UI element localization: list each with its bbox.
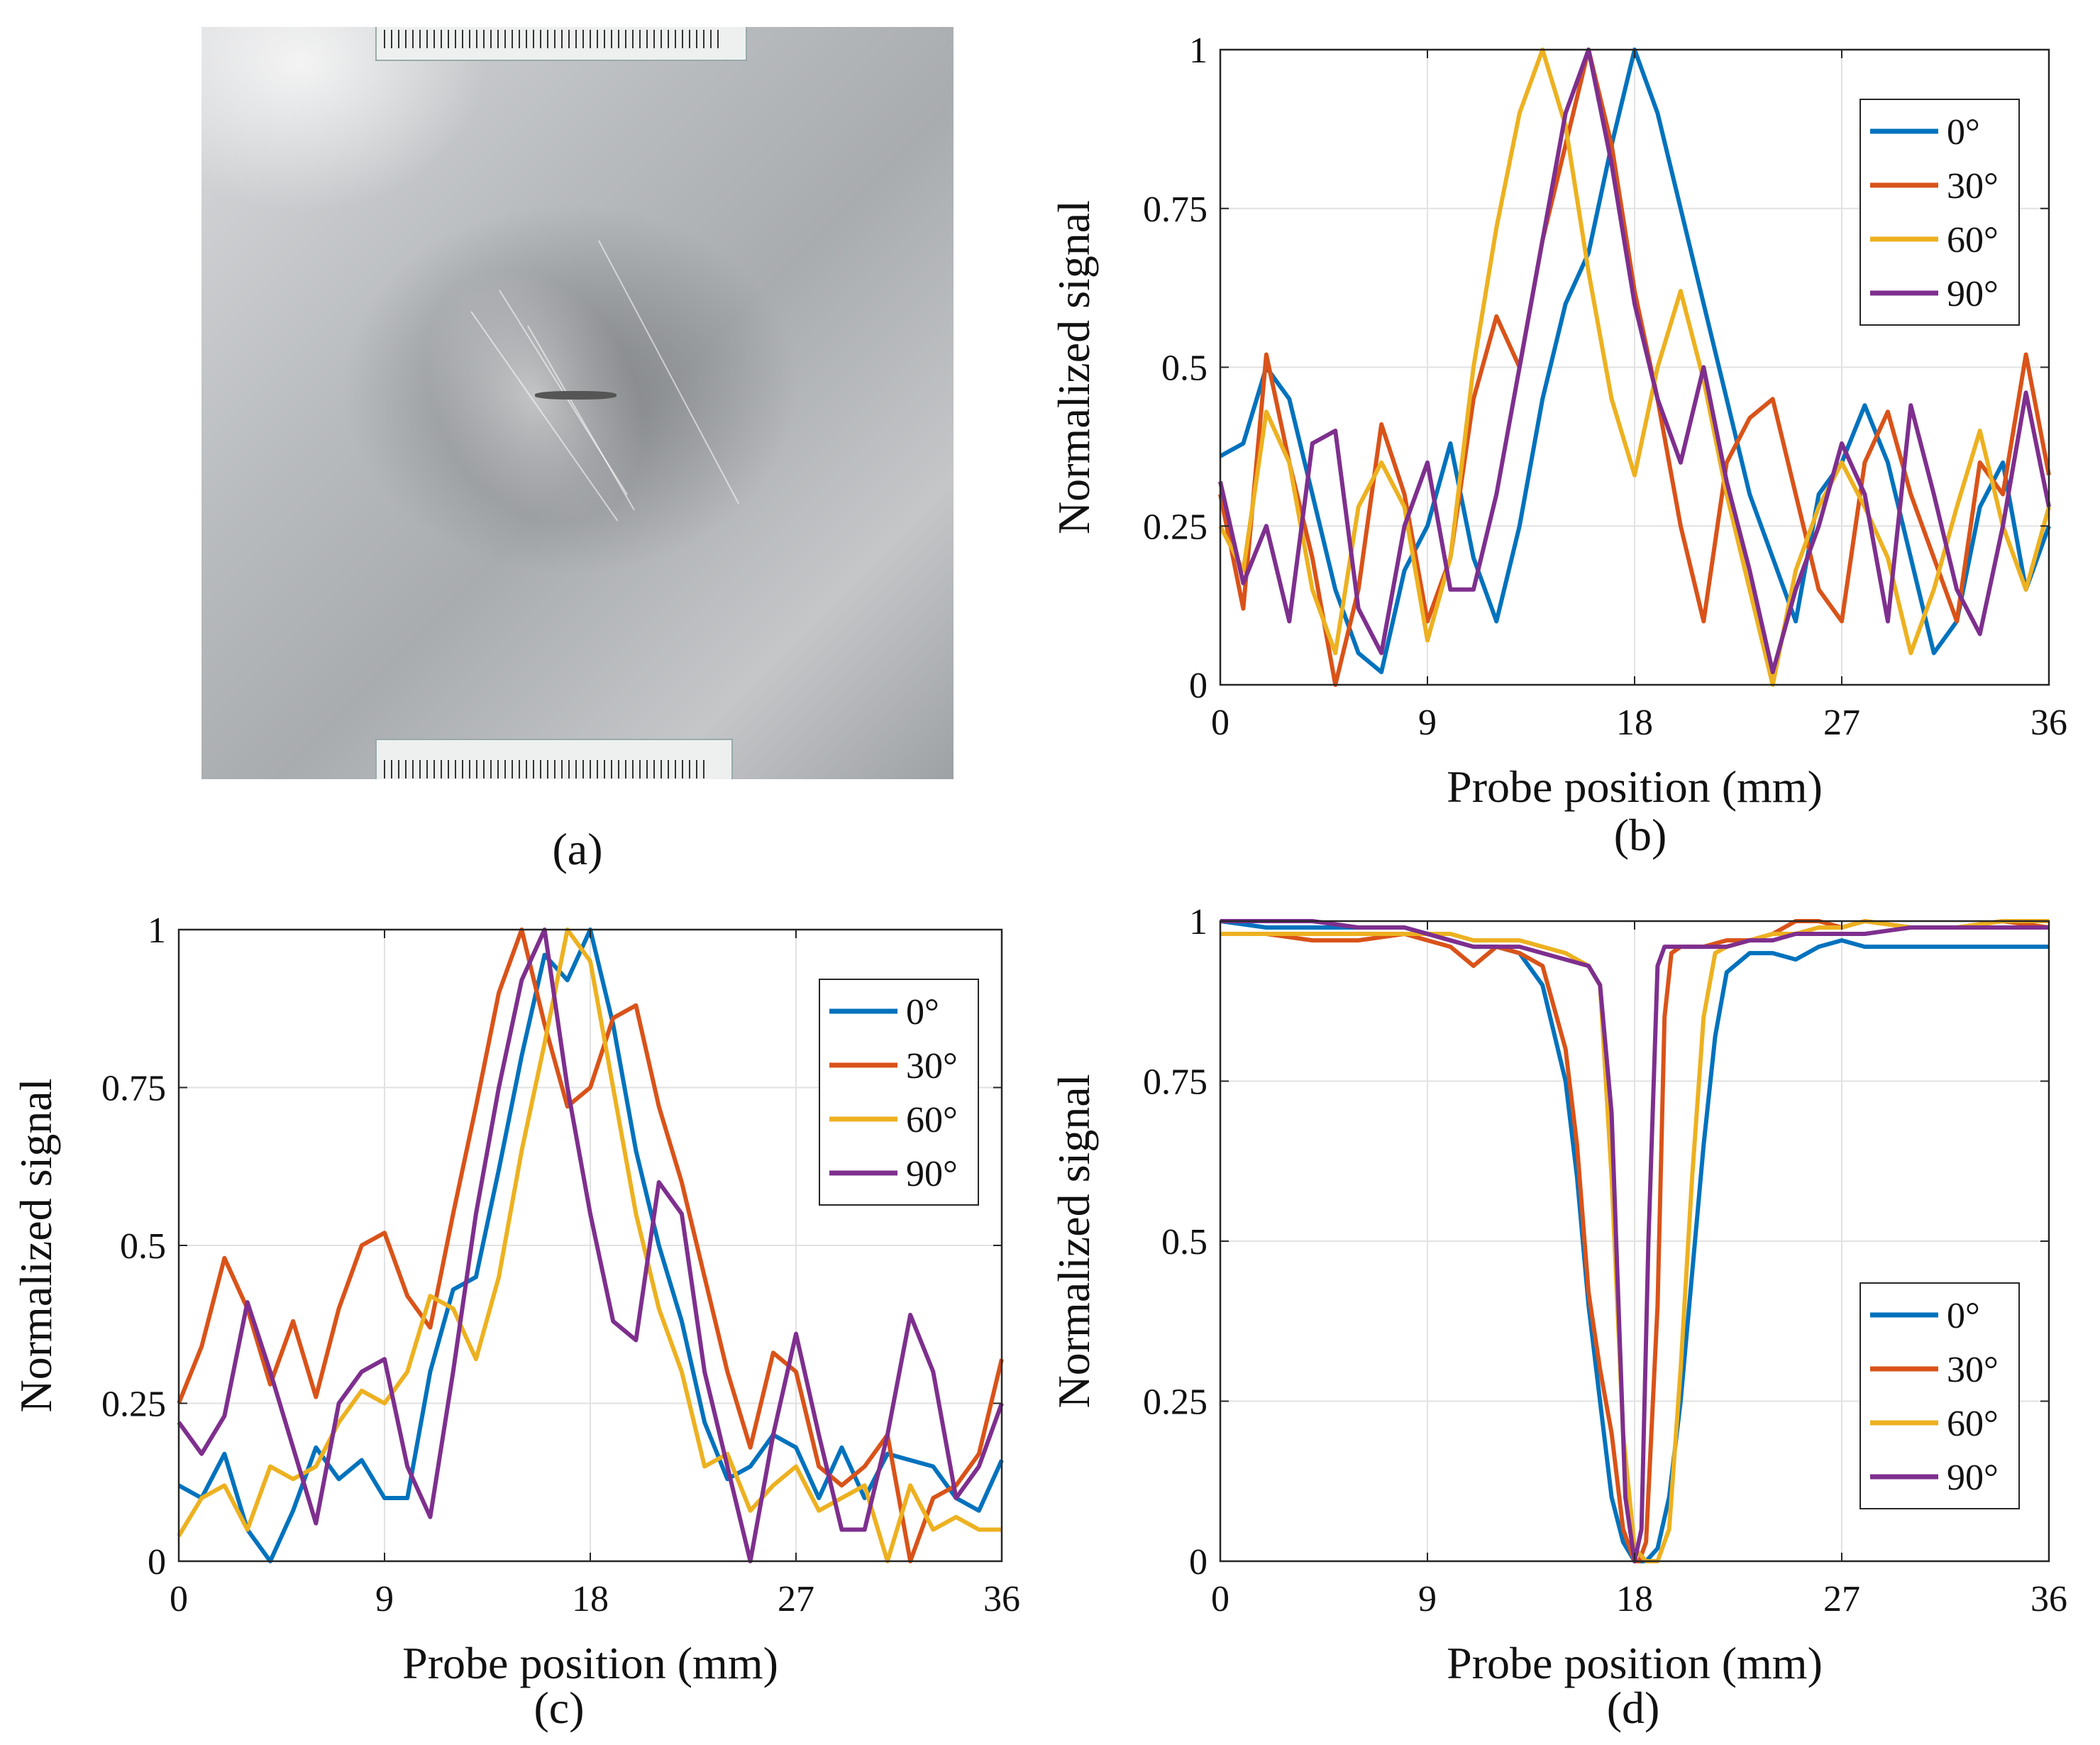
x-tick-label: 27 — [778, 1579, 814, 1619]
x-axis-label: Probe position (mm) — [1447, 1638, 1823, 1688]
series-line-90deg — [1218, 48, 2051, 675]
x-tick-label: 0 — [1211, 703, 1229, 743]
y-tick-label: 0 — [1189, 1542, 1208, 1582]
chart-c: 0 9 18 27 36 0 0.25 0.5 0.75 1 Probe position (mm)… — [11, 910, 1020, 1688]
legend-box — [1859, 1282, 2020, 1509]
y-tick-label: 0.25 — [1143, 507, 1208, 547]
bottom-ruler — [375, 739, 733, 779]
y-tick-label: 0 — [148, 1542, 166, 1582]
legend: 0° 30° 60° 90° — [1859, 99, 2020, 326]
x-tick-label: 36 — [2030, 1579, 2067, 1619]
x-tick-label: 18 — [1616, 1579, 1653, 1619]
y-axis-label: Normalized signal — [1049, 1074, 1099, 1409]
legend-label: 0° — [1947, 112, 1980, 153]
x-tick-label: 0 — [1211, 1579, 1229, 1619]
ruler-ticks — [384, 30, 724, 48]
panel-label-d: (d) — [1606, 1683, 1660, 1733]
panel-label-c: (c) — [534, 1683, 585, 1733]
chart-b: 0 9 18 27 36 0 0.25 0.5 0.75 1 Probe position (mm)… — [1049, 31, 2067, 812]
series-line-60deg — [177, 927, 1002, 1563]
y-axis-label: Normalized signal — [1049, 200, 1099, 534]
specimen-photo — [201, 27, 954, 779]
legend-label: 90° — [1947, 1458, 1999, 1498]
legend: 0° 30° 60° 90° — [819, 979, 979, 1206]
legend-label: 30° — [1947, 1350, 1999, 1390]
y-tick-label: 0.5 — [120, 1226, 166, 1267]
legend-label: 30° — [906, 1046, 958, 1086]
legend-label: 90° — [906, 1154, 958, 1194]
y-tick-label: 0.25 — [1143, 1382, 1208, 1423]
x-tick-label: 36 — [983, 1579, 1020, 1619]
legend: 0° 30° 60° 90° — [1859, 1282, 2020, 1509]
x-tick-label: 18 — [1616, 703, 1653, 743]
legend-label: 90° — [1947, 274, 1999, 314]
legend-label: 60° — [1947, 220, 1999, 260]
legend-box — [819, 979, 979, 1206]
legend-label: 60° — [906, 1100, 958, 1140]
y-tick-label: 0.75 — [1143, 189, 1208, 230]
y-tick-label: 0 — [1189, 666, 1208, 706]
top-ruler — [375, 27, 747, 61]
x-axis-label: Probe position (mm) — [402, 1638, 778, 1688]
y-tick-label: 0.75 — [1143, 1062, 1208, 1103]
x-tick-label: 9 — [1418, 1579, 1437, 1619]
notch-defect — [535, 391, 617, 400]
y-tick-label: 0.75 — [101, 1069, 166, 1109]
y-tick-label: 0.5 — [1161, 348, 1208, 389]
panel-label-a: (a) — [552, 824, 603, 874]
x-tick-label: 36 — [2030, 703, 2067, 743]
x-tick-label: 0 — [170, 1579, 188, 1619]
x-tick-label: 18 — [572, 1579, 609, 1619]
legend-box — [1859, 99, 2020, 326]
legend-label: 0° — [906, 992, 939, 1033]
legend-label: 0° — [1947, 1296, 1980, 1336]
legend-label: 30° — [1947, 166, 1999, 207]
x-tick-label: 27 — [1823, 1579, 1860, 1619]
y-tick-label: 0.5 — [1161, 1222, 1208, 1262]
y-tick-label: 1 — [1189, 31, 1208, 71]
x-tick-label: 9 — [1418, 703, 1437, 743]
y-axis-label: Normalized signal — [11, 1079, 61, 1413]
y-tick-label: 1 — [148, 910, 166, 951]
series-line-30deg — [177, 927, 1004, 1563]
y-tick-label: 0.25 — [101, 1385, 166, 1425]
y-tick-label: 1 — [1189, 902, 1208, 942]
chart-d: 0 9 18 27 36 0 0.25 0.5 0.75 1 Probe position (mm)… — [1049, 902, 2067, 1688]
series-line-90deg — [177, 927, 1004, 1563]
panel-label-b: (b) — [1613, 810, 1667, 860]
x-tick-label: 27 — [1823, 703, 1860, 743]
x-tick-label: 9 — [375, 1579, 394, 1619]
x-axis-label: Probe position (mm) — [1447, 761, 1823, 812]
legend-label: 60° — [1947, 1404, 1999, 1444]
series-line-60deg — [1218, 48, 2051, 687]
ruler-ticks — [384, 760, 710, 778]
